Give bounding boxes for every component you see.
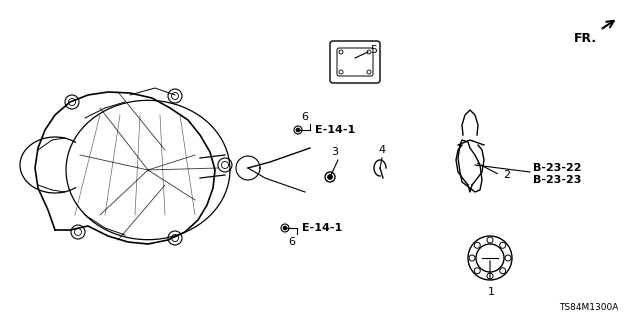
Text: 5: 5: [370, 45, 377, 55]
Circle shape: [328, 174, 333, 180]
Text: 3: 3: [332, 147, 339, 157]
Text: B-23-23: B-23-23: [533, 175, 581, 185]
Text: 2: 2: [503, 170, 510, 180]
Text: 6: 6: [289, 237, 296, 247]
Text: B-23-22: B-23-22: [533, 163, 582, 173]
Circle shape: [296, 128, 300, 132]
Text: 1: 1: [488, 287, 495, 297]
Text: TS84M1300A: TS84M1300A: [559, 303, 618, 312]
Text: FR.: FR.: [574, 32, 597, 45]
Text: E-14-1: E-14-1: [302, 223, 342, 233]
Circle shape: [283, 226, 287, 230]
Text: 4: 4: [378, 145, 385, 155]
Text: 6: 6: [301, 112, 308, 122]
Text: E-14-1: E-14-1: [315, 125, 355, 135]
